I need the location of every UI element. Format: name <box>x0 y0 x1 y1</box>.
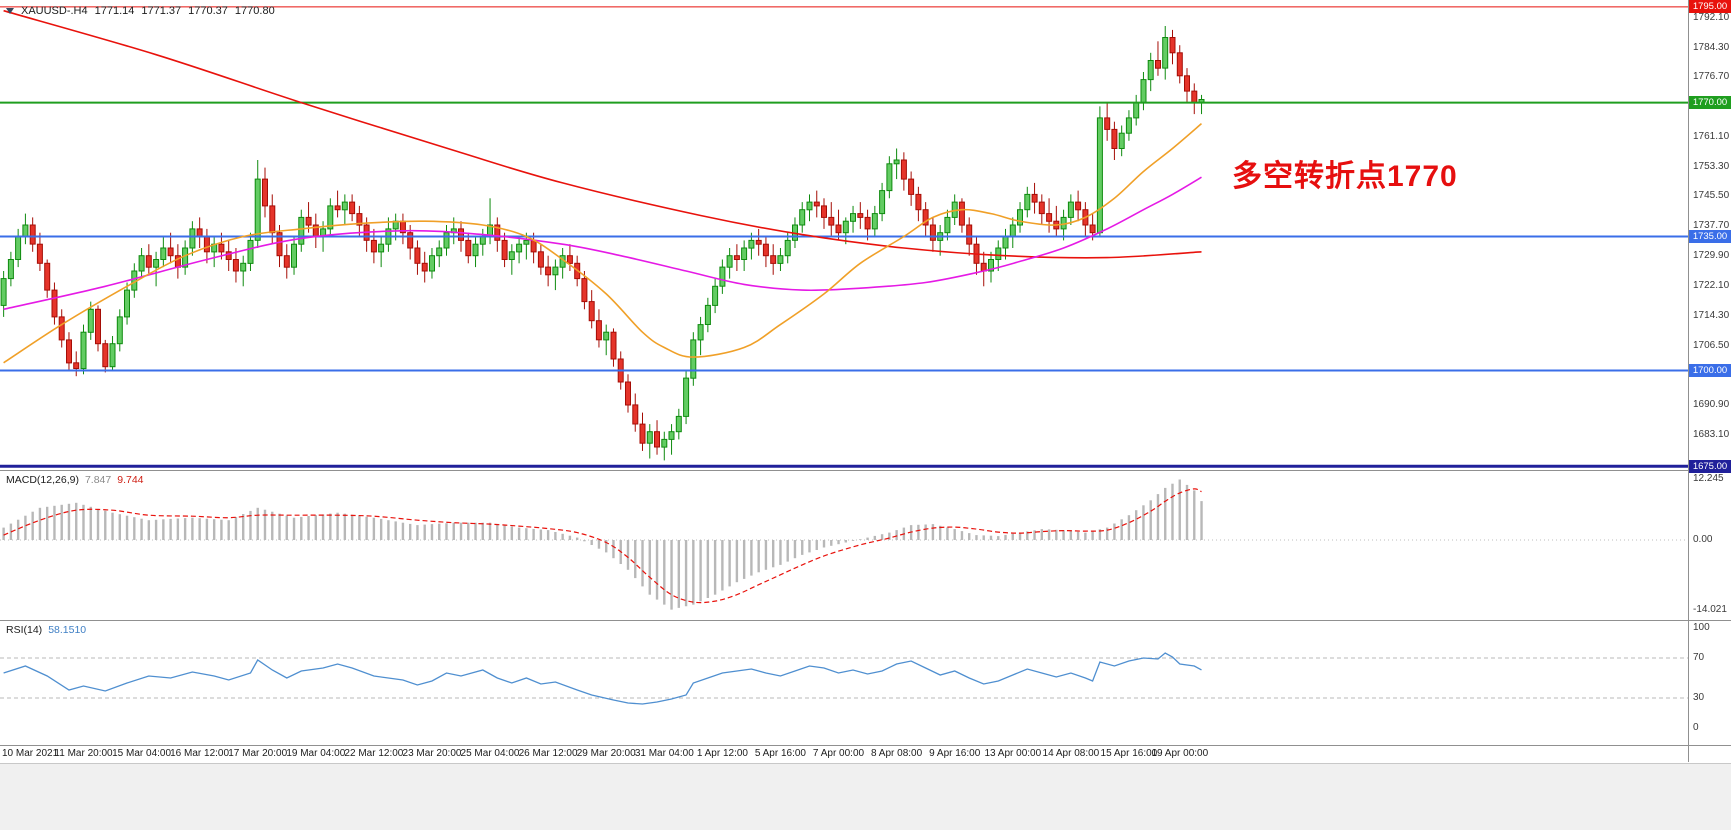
chart-annotation[interactable]: 多空转折点1770 <box>1232 160 1458 193</box>
moving-average-lines <box>3 9 1203 364</box>
rsi-name: RSI(14) <box>6 624 43 636</box>
macd-label: MACD(12,26,9) 7.847 9.744 <box>6 474 144 486</box>
rsi-value: 58.1510 <box>48 624 87 636</box>
ohlc-low: 1770.37 <box>188 5 228 17</box>
ohlc-close: 1770.80 <box>234 5 275 17</box>
ohlc-open: 1771.14 <box>94 5 135 17</box>
macd-signal-value: 9.744 <box>117 474 144 486</box>
ma-red-line <box>3 9 1202 259</box>
symbol-icon <box>6 8 14 14</box>
macd-histogram <box>2 479 1203 610</box>
macd-name: MACD(12,26,9) <box>6 474 79 486</box>
candlestick-series <box>0 26 1205 461</box>
chart-title: XAUUSD-.H4 1771.14 1771.37 1770.37 1770.… <box>6 5 275 17</box>
ma-magenta-line <box>3 176 1202 311</box>
symbol-period: XAUUSD-.H4 <box>21 5 88 17</box>
rsi-label: RSI(14) 58.1510 <box>6 624 86 636</box>
macd-main-value: 7.847 <box>84 474 112 486</box>
ma-orange-line <box>3 122 1203 364</box>
rsi-line <box>3 652 1202 705</box>
window-bottom-strip <box>0 763 1731 830</box>
ohlc-high: 1771.37 <box>141 5 182 17</box>
macd-signal-line <box>3 488 1202 604</box>
